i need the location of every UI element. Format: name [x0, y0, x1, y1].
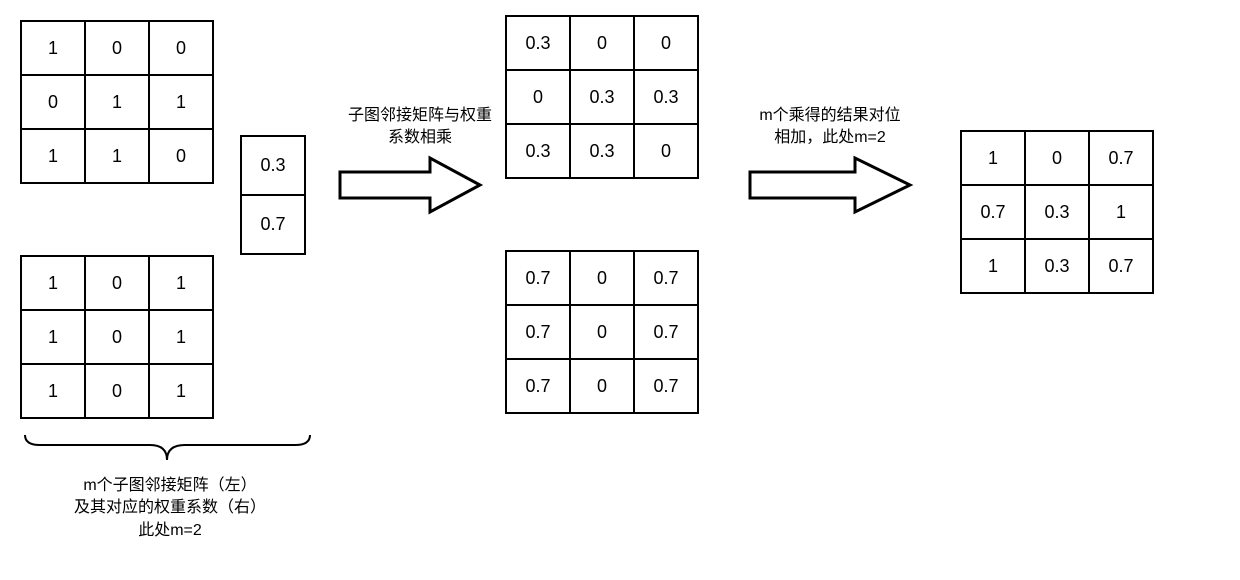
matrix-cell: 1 [149, 256, 213, 310]
matrix-cell: 0 [149, 129, 213, 183]
matrix-cell: 0.3 [570, 70, 634, 124]
matrix-cell: 1 [149, 364, 213, 418]
matrix-cell: 0 [85, 256, 149, 310]
arrow2-label: m个乘得的结果对位相加，此处m=2 [735, 105, 925, 150]
bottom-brace-label: m个子图邻接矩阵（左）及其对应的权重系数（右）此处m=2 [60, 475, 280, 542]
arrow1-label: 子图邻接矩阵与权重系数相乘 [335, 105, 505, 150]
matrix-cell: 1 [149, 310, 213, 364]
matrix-cell: 0.7 [634, 251, 698, 305]
matrix-cell: 0.3 [241, 136, 305, 195]
matrix-cell: 1 [21, 256, 85, 310]
matrix-cell: 1 [961, 131, 1025, 185]
matrix-cell: 0 [506, 70, 570, 124]
matrix-cell: 0.7 [1089, 239, 1153, 293]
matrix-cell: 0 [570, 359, 634, 413]
brace-icon [20, 430, 315, 470]
matrix-cell: 0 [570, 305, 634, 359]
matrix-cell: 0.7 [1089, 131, 1153, 185]
matrix-cell: 0 [21, 75, 85, 129]
matrix-cell: 0.3 [506, 16, 570, 70]
matrix-B-bot: 0.700.70.700.70.700.7 [505, 250, 699, 414]
matrix-cell: 0 [1025, 131, 1089, 185]
matrix-cell: 0.3 [1025, 185, 1089, 239]
matrix-weights: 0.30.7 [240, 135, 306, 255]
matrix-cell: 0.3 [1025, 239, 1089, 293]
arrow2-icon [745, 150, 915, 220]
matrix-cell: 0.7 [506, 305, 570, 359]
matrix-cell: 1 [85, 75, 149, 129]
matrix-cell: 0.7 [634, 305, 698, 359]
matrix-cell: 1 [21, 364, 85, 418]
matrix-cell: 0.7 [506, 251, 570, 305]
matrix-cell: 0 [85, 21, 149, 75]
matrix-result: 100.7 0.70.31 10.30.7 [960, 130, 1154, 294]
matrix-cell: 1 [85, 129, 149, 183]
matrix-cell: 0 [634, 16, 698, 70]
matrix-cell: 0 [570, 16, 634, 70]
matrix-cell: 1 [21, 21, 85, 75]
matrix-cell: 0.3 [506, 124, 570, 178]
matrix-A-top: 100011110 [20, 20, 214, 184]
matrix-A-bot: 101101101 [20, 255, 214, 419]
matrix-cell: 0.7 [634, 359, 698, 413]
matrix-cell: 1 [1089, 185, 1153, 239]
matrix-cell: 0.3 [570, 124, 634, 178]
matrix-cell: 0.7 [241, 195, 305, 254]
matrix-cell: 0 [634, 124, 698, 178]
matrix-B-top: 0.30000.30.30.30.30 [505, 15, 699, 179]
matrix-cell: 1 [149, 75, 213, 129]
matrix-cell: 1 [21, 310, 85, 364]
matrix-cell: 0 [149, 21, 213, 75]
matrix-cell: 1 [21, 129, 85, 183]
matrix-cell: 0 [85, 364, 149, 418]
matrix-cell: 0.7 [506, 359, 570, 413]
matrix-cell: 0.7 [961, 185, 1025, 239]
matrix-cell: 0 [85, 310, 149, 364]
matrix-cell: 0 [570, 251, 634, 305]
matrix-cell: 1 [961, 239, 1025, 293]
matrix-cell: 0.3 [634, 70, 698, 124]
arrow1-icon [335, 150, 485, 220]
